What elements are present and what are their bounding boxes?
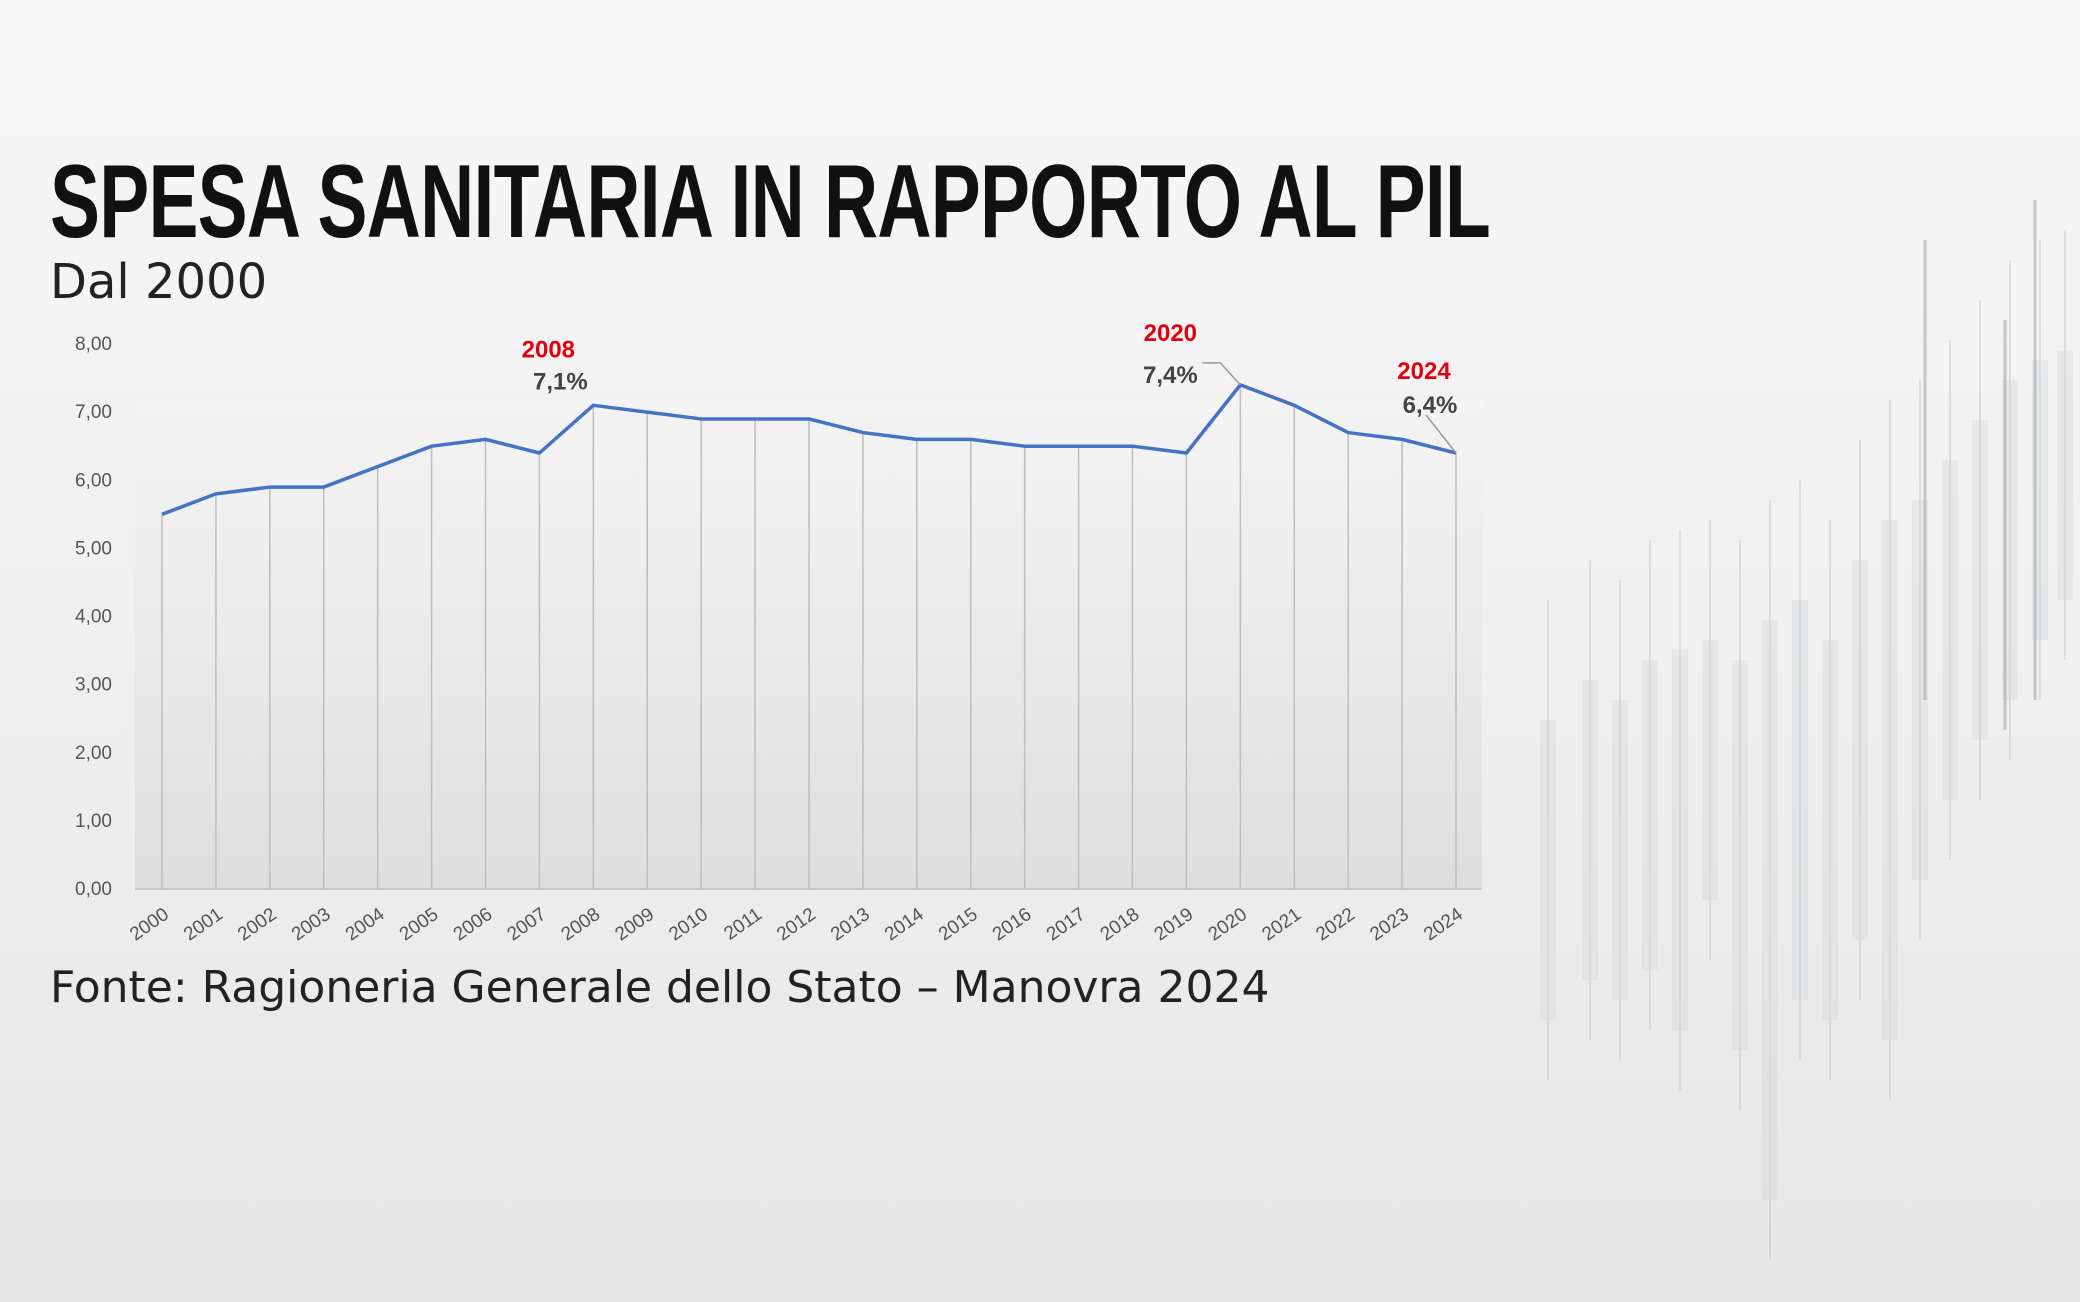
x-tick-label: 2016 [989,904,1036,945]
y-tick-label: 4,00 [75,607,112,628]
y-tick-label: 5,00 [75,538,112,559]
x-tick-label: 2001 [180,904,227,945]
y-tick-label: 3,00 [75,675,112,696]
x-tick-label: 2020 [1205,904,1252,945]
y-tick-label: 7,00 [75,402,112,423]
y-tick-label: 1,00 [75,811,112,832]
annotation-value-label: 6,4% [1403,392,1458,419]
x-tick-label: 2002 [234,904,281,945]
x-tick-label: 2007 [504,904,551,945]
candle-body [2057,350,2073,600]
x-tick-label: 2012 [773,904,820,945]
candle-body [1792,600,1808,1000]
annotation-value-label: 7,4% [1143,362,1198,389]
x-tick-label: 2015 [935,904,982,945]
candle-body [1702,640,1718,900]
x-tick-label: 2024 [1420,904,1467,946]
candle-body [1942,460,1958,800]
annotation-value-label: 7,1% [533,368,588,395]
x-tick-label: 2021 [1258,904,1305,945]
x-tick-label: 2009 [611,904,658,945]
x-tick-label: 2006 [450,904,497,945]
candle-body [1732,660,1748,1050]
candle-body [1612,700,1628,1000]
candle-body [1972,420,1988,740]
annotation-year-label: 2020 [1144,320,1197,347]
x-tick-label: 2022 [1312,904,1359,945]
candle-body [1540,720,1556,1020]
y-tick-label: 8,00 [75,334,112,355]
x-tick-label: 2010 [665,904,712,945]
page-title: SPESA SANITARIA IN RAPPORTO AL PIL [50,144,1491,260]
candle-body [1822,640,1838,1020]
candle-body [1582,680,1598,980]
x-tick-label: 2005 [396,904,443,945]
x-tick-label: 2014 [881,904,928,946]
x-tick-label: 2023 [1366,904,1413,945]
candle-body [1642,660,1658,970]
x-tick-label: 2003 [288,904,335,945]
candle-body [1852,560,1868,940]
x-tick-label: 2018 [1097,904,1144,945]
page-subtitle: Dal 2000 [50,254,268,310]
x-tick-label: 2013 [827,904,874,945]
candle-body [1762,620,1778,1200]
y-tick-label: 2,00 [75,743,112,764]
x-tick-label: 2017 [1043,904,1090,945]
annotation-year-label: 2008 [522,336,575,363]
annotation-year-label: 2024 [1397,358,1451,385]
annotation-leader-line [1425,414,1457,454]
x-tick-label: 2011 [720,904,766,945]
x-tick-label: 2004 [342,904,389,946]
source-note: Fonte: Ragioneria Generale dello Stato –… [50,962,1270,1013]
candle-body [1882,520,1898,1040]
y-tick-label: 0,00 [75,879,112,900]
x-tick-label: 2019 [1151,904,1198,945]
annotation-leader-line [1202,362,1241,386]
y-tick-label: 6,00 [75,470,112,491]
x-tick-label: 2000 [126,904,173,945]
candle-body [1672,650,1688,1030]
x-tick-label: 2008 [558,904,605,945]
